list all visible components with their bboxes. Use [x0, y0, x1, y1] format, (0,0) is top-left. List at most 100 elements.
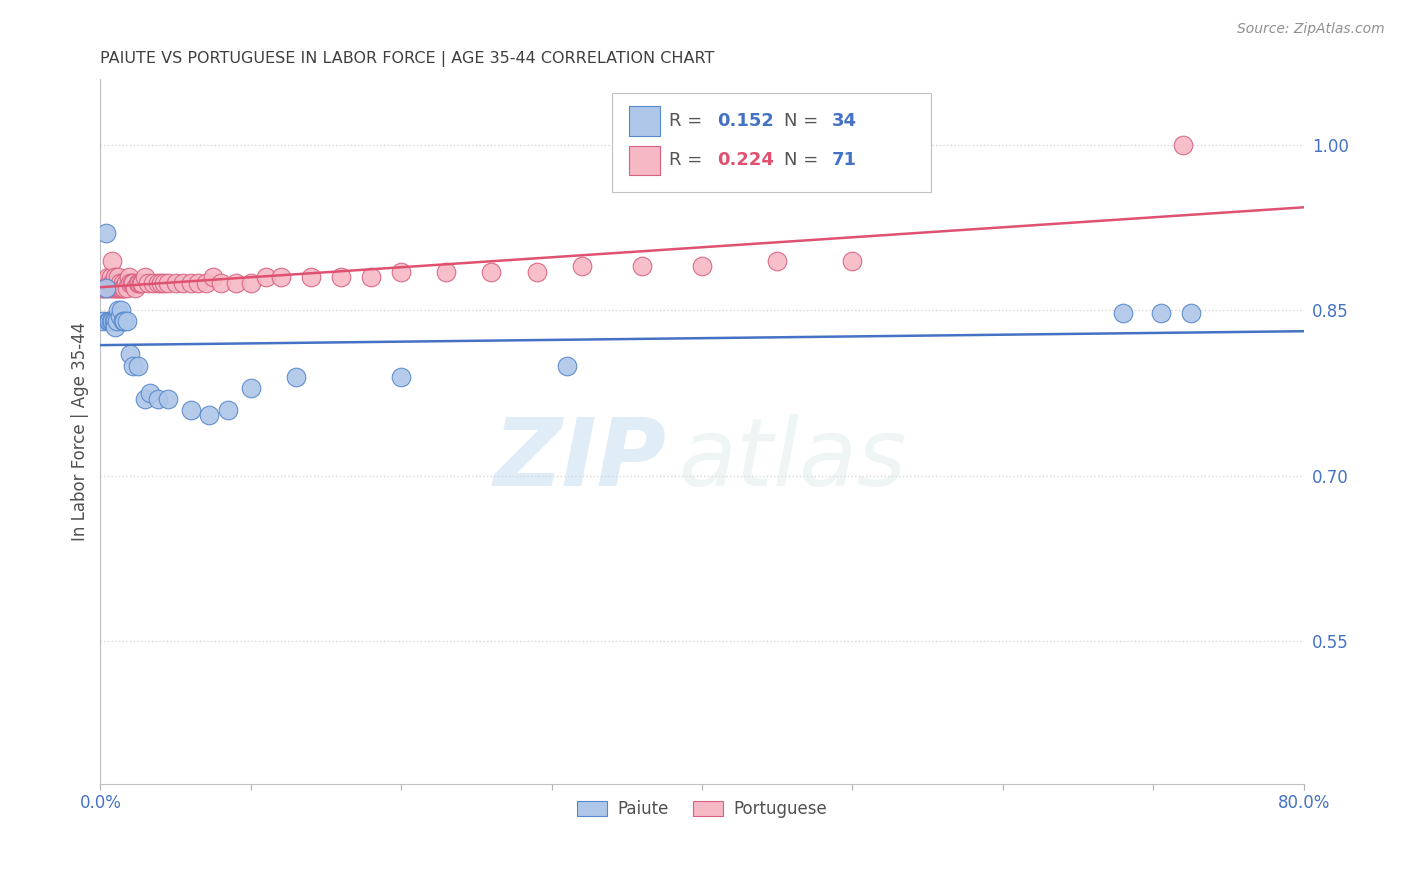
- Text: 0.224: 0.224: [717, 152, 775, 169]
- Text: N =: N =: [783, 112, 824, 130]
- Point: [97, 276, 120, 290]
- Point: [100, 270, 122, 285]
- Point: [142, 276, 165, 290]
- Point: [389, 369, 412, 384]
- Point: [134, 392, 156, 406]
- Point: [105, 281, 128, 295]
- Point: [96, 227, 118, 241]
- Point: [299, 270, 322, 285]
- Text: PAIUTE VS PORTUGUESE IN LABOR FORCE | AGE 35-44 CORRELATION CHART: PAIUTE VS PORTUGUESE IN LABOR FORCE | AG…: [100, 51, 714, 67]
- Point: [100, 276, 122, 290]
- Point: [187, 276, 209, 290]
- Point: [180, 402, 202, 417]
- Point: [96, 281, 118, 295]
- Point: [96, 276, 118, 290]
- Point: [138, 276, 160, 290]
- FancyBboxPatch shape: [628, 145, 659, 175]
- Point: [146, 392, 169, 406]
- Text: R =: R =: [669, 112, 709, 130]
- Text: 0.152: 0.152: [717, 112, 775, 130]
- Point: [270, 270, 292, 285]
- Point: [110, 303, 132, 318]
- Point: [239, 276, 262, 290]
- FancyBboxPatch shape: [612, 94, 931, 192]
- Point: [1112, 306, 1135, 320]
- Point: [139, 386, 162, 401]
- Point: [100, 314, 122, 328]
- Point: [555, 359, 578, 373]
- Point: [122, 276, 145, 290]
- Point: [98, 314, 121, 328]
- Point: [97, 314, 120, 328]
- Point: [117, 281, 139, 295]
- Point: [108, 276, 131, 290]
- Point: [172, 276, 194, 290]
- Point: [157, 392, 180, 406]
- Point: [101, 314, 124, 328]
- Point: [104, 320, 127, 334]
- Point: [115, 276, 138, 290]
- Point: [129, 276, 152, 290]
- Point: [108, 281, 131, 295]
- Point: [180, 276, 202, 290]
- Point: [118, 270, 141, 285]
- Point: [165, 276, 187, 290]
- Point: [526, 265, 548, 279]
- Text: ZIP: ZIP: [494, 414, 666, 506]
- Point: [149, 276, 172, 290]
- Point: [122, 359, 145, 373]
- Point: [1180, 306, 1202, 320]
- Point: [104, 281, 127, 295]
- Point: [194, 276, 217, 290]
- Point: [202, 270, 225, 285]
- Point: [127, 359, 149, 373]
- Point: [107, 270, 129, 285]
- Point: [97, 270, 120, 285]
- Point: [571, 260, 593, 274]
- Point: [93, 314, 115, 328]
- Point: [98, 276, 121, 290]
- Point: [120, 276, 142, 290]
- Point: [389, 265, 412, 279]
- Point: [124, 281, 146, 295]
- Point: [107, 281, 129, 295]
- Text: Source: ZipAtlas.com: Source: ZipAtlas.com: [1237, 22, 1385, 37]
- Point: [157, 276, 180, 290]
- Point: [108, 309, 131, 323]
- Point: [128, 276, 150, 290]
- Point: [103, 281, 125, 295]
- Point: [96, 281, 118, 295]
- Point: [98, 281, 121, 295]
- Point: [630, 260, 652, 274]
- Point: [121, 276, 143, 290]
- FancyBboxPatch shape: [628, 106, 659, 136]
- Text: R =: R =: [669, 152, 709, 169]
- Point: [841, 254, 863, 268]
- Point: [110, 281, 132, 295]
- Point: [94, 276, 117, 290]
- Text: N =: N =: [783, 152, 824, 169]
- Point: [107, 303, 129, 318]
- Point: [1150, 306, 1173, 320]
- Point: [152, 276, 174, 290]
- Point: [434, 265, 457, 279]
- Point: [104, 270, 127, 285]
- Y-axis label: In Labor Force | Age 35-44: In Labor Force | Age 35-44: [72, 322, 89, 541]
- Point: [209, 276, 232, 290]
- Point: [131, 276, 153, 290]
- Point: [111, 314, 134, 328]
- Point: [105, 276, 128, 290]
- Point: [90, 281, 112, 295]
- Point: [225, 276, 247, 290]
- Legend: Paiute, Portuguese: Paiute, Portuguese: [571, 793, 834, 825]
- Point: [103, 314, 125, 328]
- Point: [111, 281, 134, 295]
- Point: [111, 276, 134, 290]
- Point: [93, 281, 115, 295]
- Point: [197, 408, 219, 422]
- Point: [481, 265, 503, 279]
- Point: [690, 260, 713, 274]
- Point: [104, 314, 127, 328]
- Point: [134, 270, 156, 285]
- Point: [146, 276, 169, 290]
